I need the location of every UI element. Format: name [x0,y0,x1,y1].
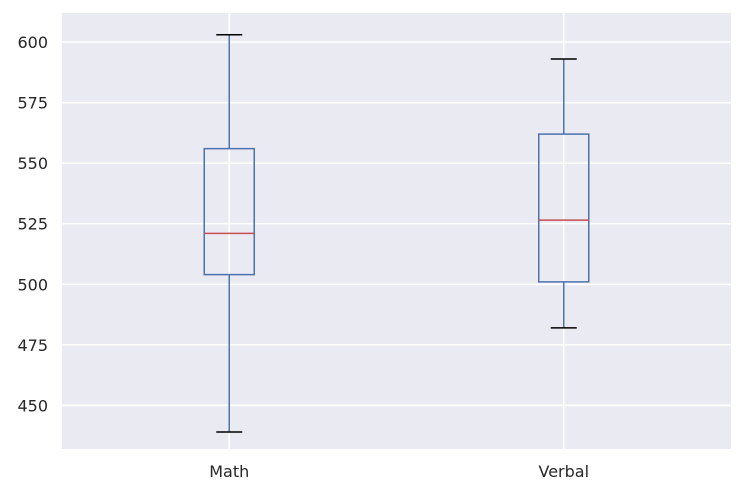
y-tick-label: 600 [17,33,48,52]
iqr-box [203,147,255,276]
y-tick-label: 575 [17,94,48,113]
iqr-box [538,133,590,283]
grid-lines [62,13,731,449]
y-tick-label: 525 [17,215,48,234]
y-tick-label: 500 [17,275,48,294]
y-tick-label: 550 [17,154,48,173]
plot-area [62,13,731,449]
x-tick-label: Math [209,462,249,481]
boxes [203,34,590,433]
x-tick-labels: Math Verbal [209,462,589,481]
y-tick-labels: 450 475 500 525 550 575 600 [17,33,48,415]
x-tick-label: Verbal [538,462,589,481]
y-tick-label: 475 [17,336,48,355]
y-tick-label: 450 [17,396,48,415]
box-verbal [538,58,590,329]
box-math [203,34,255,433]
